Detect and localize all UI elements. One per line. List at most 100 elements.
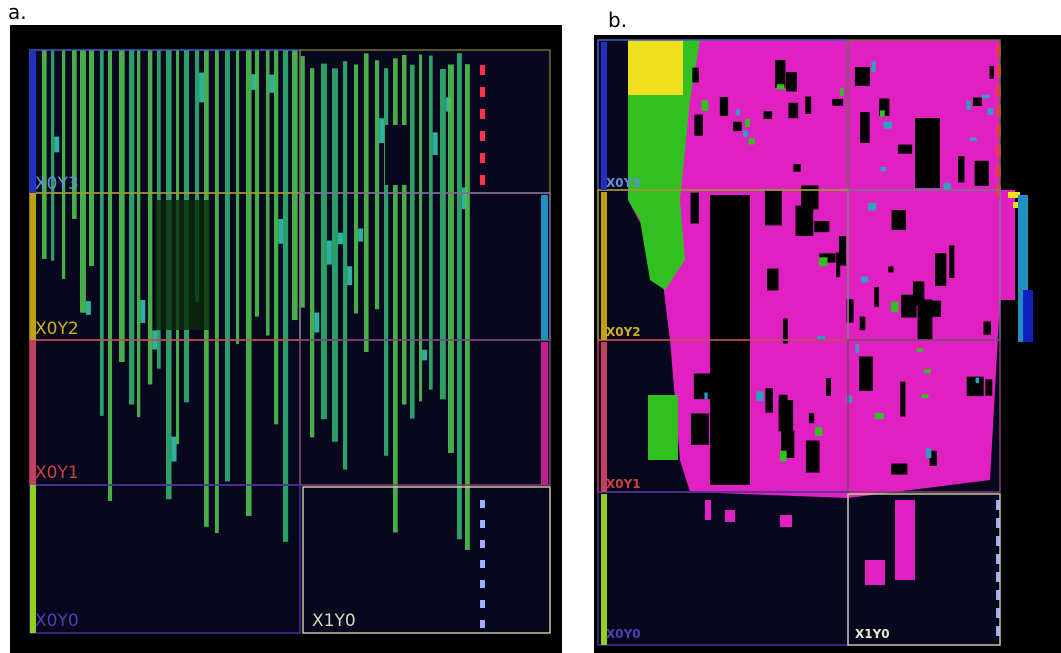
panel-label: b. — [608, 8, 627, 32]
placed-column — [129, 50, 134, 404]
free-site — [949, 245, 954, 278]
placed-cell — [756, 391, 763, 401]
placed-column — [364, 53, 369, 352]
free-site — [793, 164, 800, 172]
region-label: X0Y3 — [606, 176, 641, 190]
io-marker — [480, 600, 485, 608]
io-marker — [480, 560, 485, 568]
free-site — [809, 413, 814, 423]
placed-cell — [140, 300, 145, 323]
free-site — [832, 99, 843, 106]
region-label: X1Y0 — [312, 611, 356, 631]
placed-cell — [86, 301, 91, 315]
placed-cell — [780, 451, 787, 462]
placed-cell — [926, 448, 931, 458]
io-marker — [480, 520, 485, 528]
region-label: X0Y3 — [35, 174, 79, 194]
placed-column — [354, 64, 358, 313]
placed-column — [292, 50, 298, 320]
placed-column — [100, 50, 104, 416]
placed-cell — [967, 101, 971, 110]
placed-cell — [54, 137, 59, 153]
free-site — [901, 295, 916, 318]
placed-cell — [725, 510, 735, 522]
free-site — [826, 378, 831, 396]
placed-cell — [924, 369, 931, 373]
placed-column — [465, 64, 470, 550]
placed-cell — [422, 350, 427, 361]
placed-cell — [880, 167, 886, 171]
free-site — [779, 400, 794, 431]
region-label: X1Y0 — [855, 627, 890, 641]
region-label: X0Y0 — [606, 627, 641, 641]
free-site — [984, 322, 991, 335]
placed-column — [457, 53, 462, 539]
edge-bar — [541, 342, 548, 485]
free-site — [892, 210, 906, 230]
placed-cell — [883, 121, 891, 128]
placed-column — [321, 64, 327, 420]
edge-bar — [601, 342, 607, 492]
placed-cell — [891, 302, 899, 312]
placed-cell — [705, 500, 711, 520]
io-marker — [480, 87, 485, 97]
placed-column — [108, 50, 112, 501]
placed-cell — [777, 84, 785, 89]
placed-cell — [379, 118, 384, 143]
placed-cell — [743, 130, 748, 137]
io-marker — [480, 620, 485, 628]
region-label: X0Y0 — [35, 611, 79, 631]
placed-cell — [976, 378, 980, 384]
free-site — [805, 97, 811, 114]
placed-cell — [871, 61, 875, 72]
edge-bar — [1023, 290, 1033, 342]
free-site — [859, 356, 873, 390]
io-marker — [480, 65, 485, 75]
free-site — [855, 67, 870, 86]
free-site — [985, 379, 992, 395]
placed-column — [283, 50, 288, 542]
empty-block — [915, 118, 940, 188]
free-site — [975, 161, 989, 186]
free-site — [874, 287, 879, 307]
free-site — [788, 103, 798, 118]
placed-column — [375, 60, 379, 309]
placed-column — [62, 50, 65, 279]
free-site — [691, 193, 699, 224]
free-site — [935, 253, 946, 286]
empty-block — [385, 125, 410, 185]
region-label: X0Y2 — [606, 325, 641, 339]
placed-column — [246, 50, 252, 516]
io-marker — [480, 153, 485, 163]
free-site — [767, 269, 778, 291]
placed-cell — [815, 427, 822, 436]
placed-column — [310, 68, 314, 437]
placed-cell — [736, 109, 740, 115]
placed-cell — [199, 73, 204, 103]
placed-column — [274, 50, 278, 424]
placed-column — [402, 55, 407, 405]
region-label: X0Y1 — [35, 463, 79, 483]
placed-column — [343, 61, 347, 470]
free-site — [918, 305, 933, 340]
free-site — [860, 317, 866, 331]
free-site — [765, 191, 782, 225]
placed-column — [332, 68, 338, 441]
placed-column — [148, 50, 152, 384]
placed-cell — [358, 228, 363, 241]
free-site — [733, 122, 742, 131]
empty-block — [155, 200, 210, 330]
placed-cell — [780, 515, 792, 527]
free-site — [891, 464, 907, 475]
io-marker — [480, 500, 485, 508]
placed-area — [628, 40, 683, 95]
free-site — [765, 388, 773, 412]
placed-cell — [701, 100, 708, 111]
placed-column — [215, 50, 219, 533]
free-site — [814, 221, 829, 232]
placed-column — [42, 50, 47, 259]
free-site — [967, 377, 984, 396]
placed-cell — [875, 413, 884, 419]
free-site — [900, 382, 905, 417]
region-label: X0Y2 — [35, 319, 79, 339]
